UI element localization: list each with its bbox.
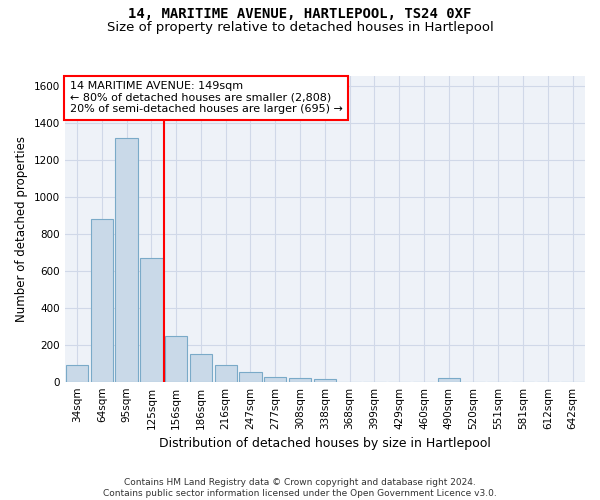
Bar [215, 366, 237, 382]
Bar [190, 354, 212, 382]
Bar [314, 379, 336, 382]
Bar [91, 219, 113, 382]
Y-axis label: Number of detached properties: Number of detached properties [15, 136, 28, 322]
Bar [289, 378, 311, 382]
Text: Size of property relative to detached houses in Hartlepool: Size of property relative to detached ho… [107, 21, 493, 34]
Text: 14 MARITIME AVENUE: 149sqm
← 80% of detached houses are smaller (2,808)
20% of s: 14 MARITIME AVENUE: 149sqm ← 80% of deta… [70, 81, 343, 114]
Bar [239, 372, 262, 382]
Bar [437, 378, 460, 382]
Bar [66, 366, 88, 382]
Bar [165, 336, 187, 382]
X-axis label: Distribution of detached houses by size in Hartlepool: Distribution of detached houses by size … [159, 437, 491, 450]
Bar [264, 377, 286, 382]
Bar [115, 138, 138, 382]
Bar [140, 258, 163, 382]
Text: Contains HM Land Registry data © Crown copyright and database right 2024.
Contai: Contains HM Land Registry data © Crown c… [103, 478, 497, 498]
Text: 14, MARITIME AVENUE, HARTLEPOOL, TS24 0XF: 14, MARITIME AVENUE, HARTLEPOOL, TS24 0X… [128, 8, 472, 22]
